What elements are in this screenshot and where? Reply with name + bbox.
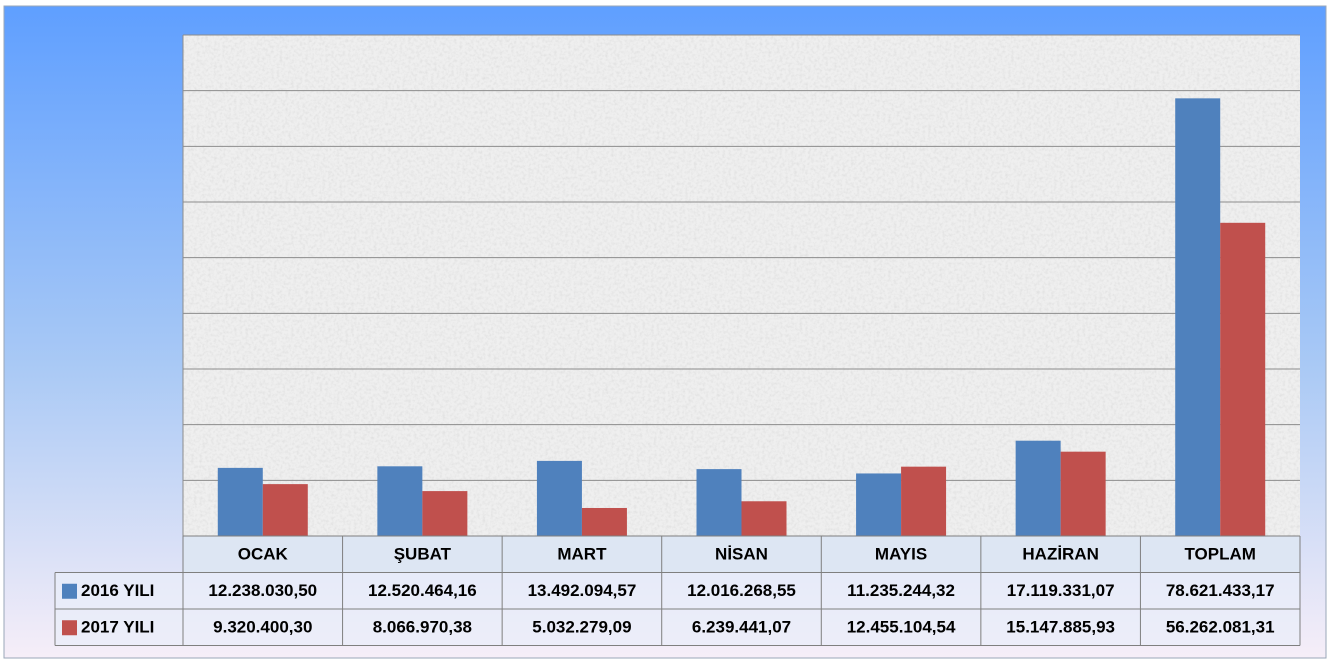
bar <box>536 460 582 536</box>
category-label: NİSAN <box>715 545 768 564</box>
bar <box>581 507 627 536</box>
bar <box>217 467 263 536</box>
legend-label: 2016 YILI <box>81 581 154 600</box>
bar <box>377 466 423 536</box>
bar <box>1060 451 1106 536</box>
category-label: MAYIS <box>875 545 927 564</box>
bar <box>901 466 947 536</box>
table-header-bg <box>183 536 1300 573</box>
value-label: 12.520.464,16 <box>368 581 477 600</box>
value-label: 78.621.433,17 <box>1166 581 1275 600</box>
value-label: 17.119.331,07 <box>1007 581 1115 600</box>
legend-swatch <box>62 620 77 636</box>
value-label: 15.147.885,93 <box>1006 618 1115 637</box>
value-label: 12.016.268,55 <box>687 581 796 600</box>
category-label: TOPLAM <box>1184 545 1255 564</box>
value-label: 12.455.104,54 <box>847 618 956 637</box>
value-label: 8.066.970,38 <box>373 618 472 637</box>
category-label: MART <box>557 545 607 564</box>
bar <box>1220 222 1266 537</box>
value-label: 6.239.441,07 <box>692 618 791 637</box>
value-label: 13.492.094,57 <box>528 581 637 600</box>
legend-swatch <box>62 583 77 599</box>
value-label: 12.238.030,50 <box>208 581 317 600</box>
bar <box>696 469 742 536</box>
bar <box>741 501 787 536</box>
category-label: OCAK <box>238 545 289 564</box>
value-label: 5.032.279,09 <box>532 618 631 637</box>
plot-texture <box>183 35 1300 536</box>
category-label: ŞUBAT <box>394 545 452 564</box>
value-label: 9.320.400,30 <box>213 618 312 637</box>
bar <box>262 484 308 536</box>
bar <box>422 491 468 536</box>
value-label: 56.262.081,31 <box>1166 618 1275 637</box>
value-label: 11.235.244,32 <box>847 581 955 600</box>
category-label: HAZİRAN <box>1022 545 1099 564</box>
bar <box>856 473 902 536</box>
bar <box>1175 98 1221 536</box>
legend-label: 2017 YILI <box>81 618 154 637</box>
bar <box>1015 440 1061 536</box>
